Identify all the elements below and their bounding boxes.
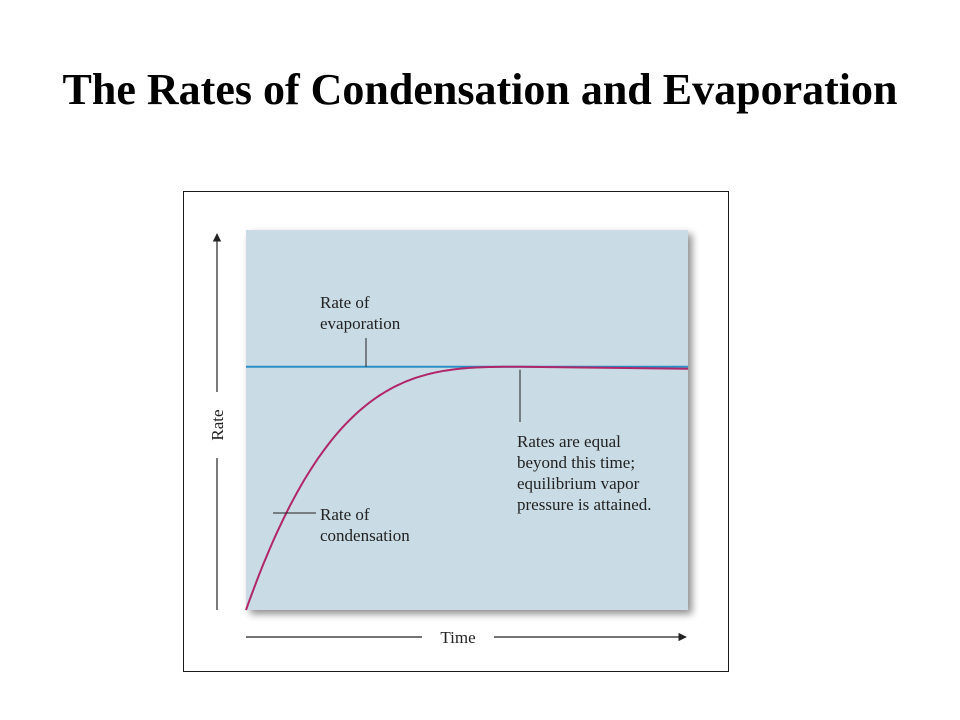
slide-title: The Rates of Condensation and Evaporatio…: [62, 65, 898, 114]
equilibrium-annotation: Rates are equal beyond this time; equili…: [517, 432, 652, 514]
evaporation-label-line: evaporation: [320, 314, 401, 333]
figure-frame: Rate Time Rate of evaporation Rate of co…: [183, 191, 729, 672]
rate-chart: Rate Time Rate of evaporation Rate of co…: [208, 230, 689, 647]
condensation-label-line: Rate of: [320, 505, 370, 524]
equilibrium-annotation-line: Rates are equal: [517, 432, 621, 451]
evaporation-label-line: Rate of: [320, 293, 370, 312]
condensation-rate-curve: [245, 365, 689, 611]
x-axis-label: Time: [440, 628, 475, 647]
condensation-label: Rate of condensation: [320, 505, 410, 545]
equilibrium-annotation-line: pressure is attained.: [517, 495, 652, 514]
evaporation-label: Rate of evaporation: [320, 293, 401, 333]
plot-area: [246, 230, 688, 610]
y-axis-label: Rate: [208, 409, 227, 440]
equilibrium-annotation-line: equilibrium vapor: [517, 474, 640, 493]
equilibrium-annotation-line: beyond this time;: [517, 453, 635, 472]
condensation-label-line: condensation: [320, 526, 410, 545]
